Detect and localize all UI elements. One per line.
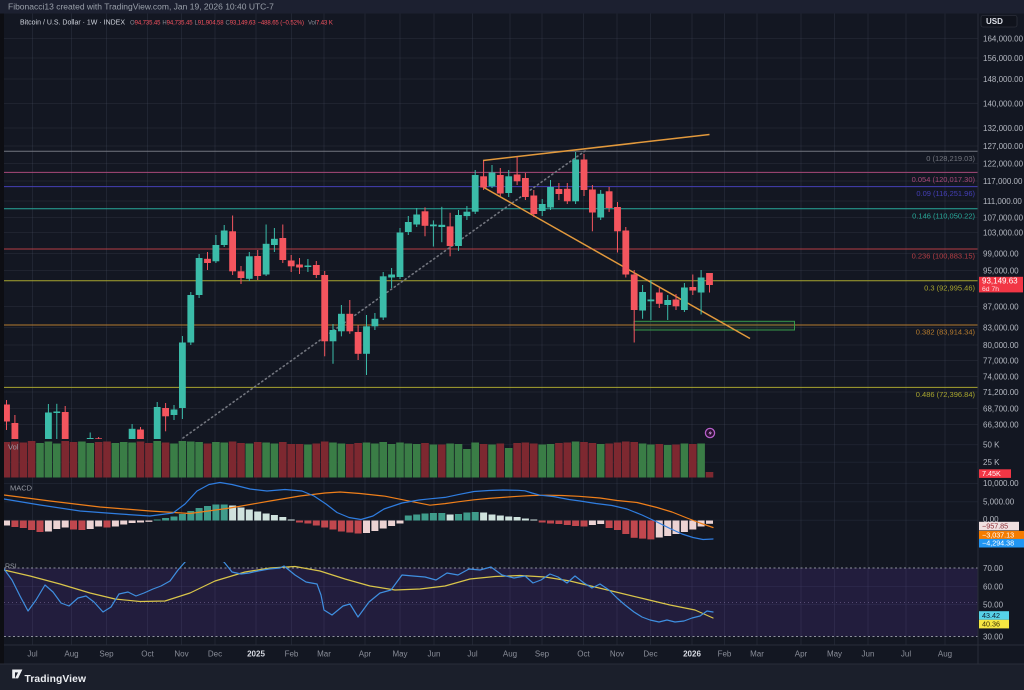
svg-text:140,000.00: 140,000.00 <box>983 99 1024 108</box>
svg-text:0.3 (92,995.46): 0.3 (92,995.46) <box>924 283 975 292</box>
svg-text:0 (128,219.03): 0 (128,219.03) <box>926 154 975 163</box>
svg-text:80,000.00: 80,000.00 <box>983 341 1019 350</box>
svg-text:Apr: Apr <box>359 650 372 659</box>
svg-text:107,000.00: 107,000.00 <box>983 213 1024 222</box>
svg-text:71,200.00: 71,200.00 <box>983 388 1019 397</box>
svg-text:83,000.00: 83,000.00 <box>983 323 1019 332</box>
svg-text:−4,294.38: −4,294.38 <box>982 539 1014 548</box>
svg-text:156,000.00: 156,000.00 <box>983 54 1024 63</box>
svg-text:−957.85: −957.85 <box>982 522 1008 531</box>
svg-text:Jul: Jul <box>467 650 477 659</box>
svg-text:Dec: Dec <box>643 650 657 659</box>
svg-text:Jul: Jul <box>27 650 37 659</box>
svg-text:0.00: 0.00 <box>983 515 999 524</box>
svg-text:117,000.00: 117,000.00 <box>983 177 1023 186</box>
svg-text:Jul: Jul <box>901 650 911 659</box>
svg-text:0.486 (72,396.84): 0.486 (72,396.84) <box>916 390 976 399</box>
svg-text:103,000.00: 103,000.00 <box>983 228 1024 237</box>
svg-text:USD: USD <box>986 17 1003 26</box>
svg-text:122,000.00: 122,000.00 <box>983 159 1024 168</box>
svg-text:25 K: 25 K <box>983 458 1000 467</box>
svg-text:0.236 (100,883.15): 0.236 (100,883.15) <box>912 252 976 261</box>
svg-text:68,700.00: 68,700.00 <box>983 404 1019 413</box>
svg-text:0.09 (116,251.96): 0.09 (116,251.96) <box>916 189 975 198</box>
svg-text:MACD: MACD <box>10 484 33 493</box>
svg-text:50.00: 50.00 <box>983 600 1004 609</box>
svg-text:Vol: Vol <box>8 443 19 452</box>
svg-text:−3,037.13: −3,037.13 <box>982 531 1014 540</box>
svg-text:93,149.63: 93,149.63 <box>982 277 1018 286</box>
svg-text:10,000.00: 10,000.00 <box>983 479 1019 488</box>
svg-text:60.00: 60.00 <box>983 582 1004 591</box>
svg-text:70.00: 70.00 <box>983 564 1004 573</box>
svg-text:Nov: Nov <box>174 650 188 659</box>
svg-text:Bitcoin / U.S. Dollar · 1W · I: Bitcoin / U.S. Dollar · 1W · INDEX O94,73… <box>20 20 333 27</box>
svg-text:Fibonacci13 created with Tradi: Fibonacci13 created with TradingView.com… <box>8 2 274 12</box>
svg-text:2026: 2026 <box>683 650 701 659</box>
svg-text:Nov: Nov <box>610 650 624 659</box>
svg-text:2025: 2025 <box>247 650 265 659</box>
svg-text:6d 7h: 6d 7h <box>982 286 999 293</box>
svg-text:May: May <box>392 650 407 659</box>
svg-text:TradingView: TradingView <box>25 674 87 685</box>
svg-text:Mar: Mar <box>317 650 331 659</box>
svg-text:30.00: 30.00 <box>983 632 1004 641</box>
svg-text:Jun: Jun <box>428 650 441 659</box>
svg-text:Oct: Oct <box>141 650 154 659</box>
svg-text:127,000.00: 127,000.00 <box>983 142 1024 151</box>
svg-text:May: May <box>827 650 842 659</box>
svg-text:77,000.00: 77,000.00 <box>983 356 1019 365</box>
svg-text:Sep: Sep <box>535 650 550 659</box>
svg-text:Feb: Feb <box>285 650 299 659</box>
svg-text:87,000.00: 87,000.00 <box>983 302 1019 311</box>
svg-text:7.45K: 7.45K <box>982 469 1001 478</box>
svg-text:148,000.00: 148,000.00 <box>983 75 1024 84</box>
svg-text:50 K: 50 K <box>983 441 1000 450</box>
svg-text:Mar: Mar <box>750 650 764 659</box>
svg-text:Jun: Jun <box>862 650 875 659</box>
svg-text:74,000.00: 74,000.00 <box>983 372 1019 381</box>
svg-text:Apr: Apr <box>795 650 808 659</box>
svg-text:Aug: Aug <box>64 650 78 659</box>
svg-text:66,300.00: 66,300.00 <box>983 420 1019 429</box>
svg-text:164,000.00: 164,000.00 <box>983 34 1024 43</box>
svg-text:43.42: 43.42 <box>982 611 1000 620</box>
svg-text:0.054 (120,017.30): 0.054 (120,017.30) <box>912 175 976 184</box>
svg-text:Aug: Aug <box>938 650 952 659</box>
svg-text:0.146 (110,050.22): 0.146 (110,050.22) <box>912 211 975 220</box>
svg-text:95,000.00: 95,000.00 <box>983 266 1019 275</box>
svg-text:Oct: Oct <box>577 650 590 659</box>
svg-text:111,000.00: 111,000.00 <box>983 197 1022 206</box>
svg-text:Dec: Dec <box>208 650 222 659</box>
svg-text:Aug: Aug <box>503 650 517 659</box>
svg-text:RSI: RSI <box>5 564 17 571</box>
svg-text:Feb: Feb <box>718 650 732 659</box>
svg-text:40.36: 40.36 <box>982 620 1000 629</box>
svg-text:5,000.00: 5,000.00 <box>983 497 1015 506</box>
svg-text:0.382 (83,914.34): 0.382 (83,914.34) <box>916 328 976 337</box>
svg-text:132,000.00: 132,000.00 <box>983 124 1024 133</box>
svg-text:Sep: Sep <box>99 650 114 659</box>
svg-text:99,000.00: 99,000.00 <box>983 249 1019 258</box>
